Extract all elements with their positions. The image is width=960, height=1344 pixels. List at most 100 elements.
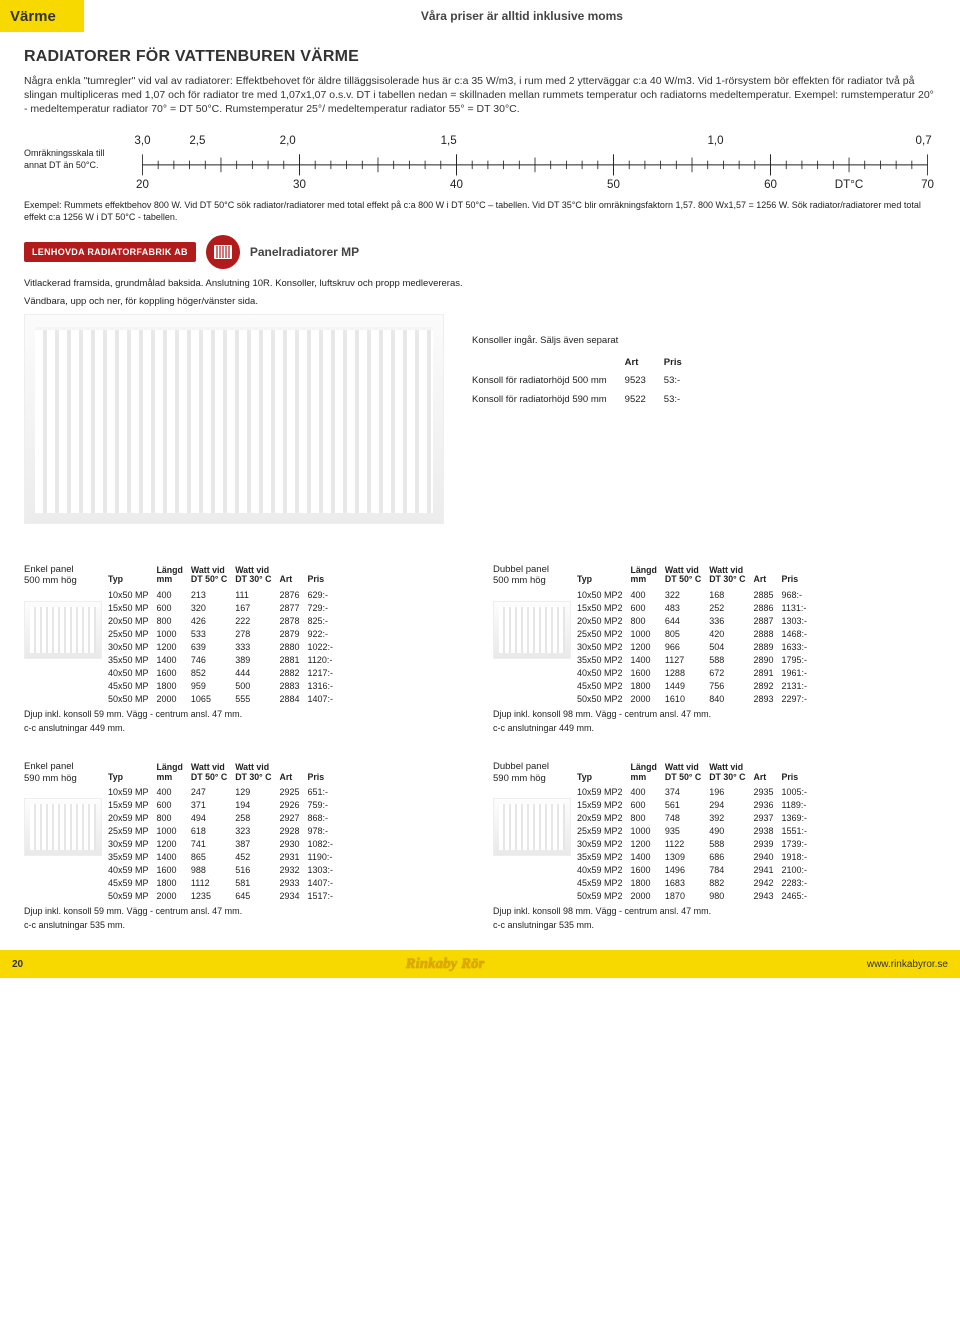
table-row: 35x50 MP140074638928811120:- — [108, 653, 341, 666]
table-row: 20x59 MP280074839229371369:- — [577, 811, 815, 824]
konsoll-col — [472, 354, 625, 372]
product-subheading: Panelradiatorer MP — [250, 245, 359, 259]
konsoll-cell: 9523 — [625, 372, 664, 390]
konsoll-cell: 53:- — [664, 391, 700, 409]
spec-table: TypLängdmmWatt vid DT 50° CWatt vid DT 3… — [108, 761, 341, 902]
table-row: 30x50 MP2120096650428891633:- — [577, 640, 815, 653]
spec-table-block: Enkel panel500 mm hög TypLängdmmWatt vid … — [24, 564, 467, 733]
svg-text:40: 40 — [450, 178, 463, 191]
spec-col: Art — [753, 564, 781, 588]
spec-table-block: Enkel panel590 mm hög TypLängdmmWatt vid … — [24, 761, 467, 930]
spec-col: Art — [753, 761, 781, 785]
product-photo — [24, 314, 444, 524]
radiator-thumb — [493, 798, 571, 856]
intro-text: Några enkla "tumregler" vid val av radia… — [24, 74, 936, 117]
table-row: 45x50 MP180095950028831316:- — [108, 679, 341, 692]
spec-col: Längdmm — [631, 761, 665, 785]
table-row: 35x59 MP140086545229311190:- — [108, 850, 341, 863]
table-row: 30x59 MP21200112258829391739:- — [577, 837, 815, 850]
table-row: 50x50 MP2000106555528841407:- — [108, 692, 341, 705]
konsoll-cell: Konsoll för radiatorhöjd 590 mm — [472, 391, 625, 409]
spec-col: Watt vid DT 50° C — [665, 564, 709, 588]
scale-label: Omräkningsskala till annat DT än 50°C. — [24, 148, 134, 171]
svg-text:20: 20 — [136, 178, 149, 191]
conversion-scale: Omräkningsskala till annat DT än 50°C. 3… — [24, 129, 936, 192]
svg-text:2,0: 2,0 — [280, 133, 296, 146]
table-title: Dubbel panel590 mm hög — [493, 761, 571, 784]
table-row: 10x50 MP4002131112876629:- — [108, 588, 341, 601]
table-row: 40x50 MP21600128867228911961:- — [577, 666, 815, 679]
spec-col: Watt vid DT 50° C — [191, 761, 235, 785]
svg-text:60: 60 — [764, 178, 777, 191]
spec-col: Typ — [108, 761, 157, 785]
table-note: c-c anslutningar 449 mm. — [493, 723, 936, 733]
table-row: 45x50 MP21800144975628922131:- — [577, 679, 815, 692]
table-row: 15x50 MP6003201672877729:- — [108, 601, 341, 614]
radiator-thumb — [24, 601, 102, 659]
table-row: 40x59 MP160098851629321303:- — [108, 863, 341, 876]
spec-table: TypLängdmmWatt vid DT 50° CWatt vid DT 3… — [577, 564, 815, 705]
svg-text:1,0: 1,0 — [708, 133, 724, 146]
table-note: Djup inkl. konsoll 98 mm. Vägg - centrum… — [493, 906, 936, 916]
spec-col: Typ — [108, 564, 157, 588]
spec-col: Längdmm — [157, 564, 191, 588]
radiator-thumb — [493, 601, 571, 659]
spec-col: Watt vid DT 30° C — [709, 761, 753, 785]
spec-col: Watt vid DT 50° C — [191, 564, 235, 588]
table-row: 25x50 MP10005332782879922:- — [108, 627, 341, 640]
radiator-icon — [206, 235, 240, 269]
table-row: 15x59 MP260056129429361189:- — [577, 798, 815, 811]
svg-text:0,7: 0,7 — [916, 133, 932, 146]
radiator-thumb — [24, 798, 102, 856]
spec-table: TypLängdmmWatt vid DT 50° CWatt vid DT 3… — [108, 564, 341, 705]
svg-text:3,0: 3,0 — [134, 133, 150, 146]
table-row: 25x59 MP2100093549029381551:- — [577, 824, 815, 837]
table-row: 50x59 MP22000187098029432465:- — [577, 889, 815, 902]
svg-text:50: 50 — [607, 178, 620, 191]
spec-col: Typ — [577, 564, 631, 588]
spec-col: Watt vid DT 50° C — [665, 761, 709, 785]
table-note: Djup inkl. konsoll 59 mm. Vägg - centrum… — [24, 906, 467, 916]
konsoll-box: Konsoller ingår. Säljs även separat ArtP… — [472, 334, 700, 524]
table-title: Enkel panel500 mm hög — [24, 564, 102, 587]
spec-col: Pris — [782, 761, 816, 785]
table-row: 15x50 MP260048325228861131:- — [577, 601, 815, 614]
table-title: Enkel panel590 mm hög — [24, 761, 102, 784]
svg-text:1,5: 1,5 — [441, 133, 457, 146]
page-number: 20 — [12, 959, 23, 970]
table-row: 30x59 MP120074138729301082:- — [108, 837, 341, 850]
table-row: 20x50 MP280064433628871303:- — [577, 614, 815, 627]
konsoll-cell: 53:- — [664, 372, 700, 390]
table-note: Djup inkl. konsoll 59 mm. Vägg - centrum… — [24, 709, 467, 719]
konsoll-col: Pris — [664, 354, 700, 372]
footer-url: www.rinkabyror.se — [867, 959, 948, 970]
top-bar: Värme Våra priser är alltid inklusive mo… — [0, 0, 960, 32]
table-row: 15x59 MP6003711942926759:- — [108, 798, 341, 811]
spec-col: Pris — [782, 564, 816, 588]
spec-tables-grid: Enkel panel500 mm högTypLängdmmWatt vid … — [24, 564, 936, 931]
spec-col: Längdmm — [631, 564, 665, 588]
table-note: c-c anslutningar 535 mm. — [24, 920, 467, 930]
table-row: 50x59 MP2000123564529341517:- — [108, 889, 341, 902]
spec-table-block: Dubbel panel500 mm hög TypLängdmmWatt vid… — [493, 564, 936, 733]
table-title: Dubbel panel500 mm hög — [493, 564, 571, 587]
table-row: 50x50 MP22000161084028932297:- — [577, 692, 815, 705]
table-row: 20x59 MP8004942582927868:- — [108, 811, 341, 824]
table-row: 25x59 MP10006183232928978:- — [108, 824, 341, 837]
table-row: 10x59 MP4002471292925651:- — [108, 785, 341, 798]
svg-text:70: 70 — [921, 178, 934, 191]
spec-col: Längdmm — [157, 761, 191, 785]
category-badge: Värme — [0, 0, 84, 32]
table-note: c-c anslutningar 449 mm. — [24, 723, 467, 733]
table-row: 45x59 MP1800111258129331407:- — [108, 876, 341, 889]
spec-table: TypLängdmmWatt vid DT 50° CWatt vid DT 3… — [577, 761, 815, 902]
konsoll-title: Konsoller ingår. Säljs även separat — [472, 334, 700, 348]
spec-table-block: Dubbel panel590 mm hög TypLängdmmWatt vid… — [493, 761, 936, 930]
spec-col: Art — [279, 761, 307, 785]
table-row: 30x50 MP120063933328801022:- — [108, 640, 341, 653]
table-row: 10x50 MP24003221682885968:- — [577, 588, 815, 601]
tagline: Våra priser är alltid inklusive moms — [84, 0, 960, 32]
table-row: 40x50 MP160085244428821217:- — [108, 666, 341, 679]
table-row: 10x59 MP240037419629351005:- — [577, 785, 815, 798]
brand-row: LENHOVDA RADIATORFABRIK AB Panelradiator… — [24, 235, 936, 269]
